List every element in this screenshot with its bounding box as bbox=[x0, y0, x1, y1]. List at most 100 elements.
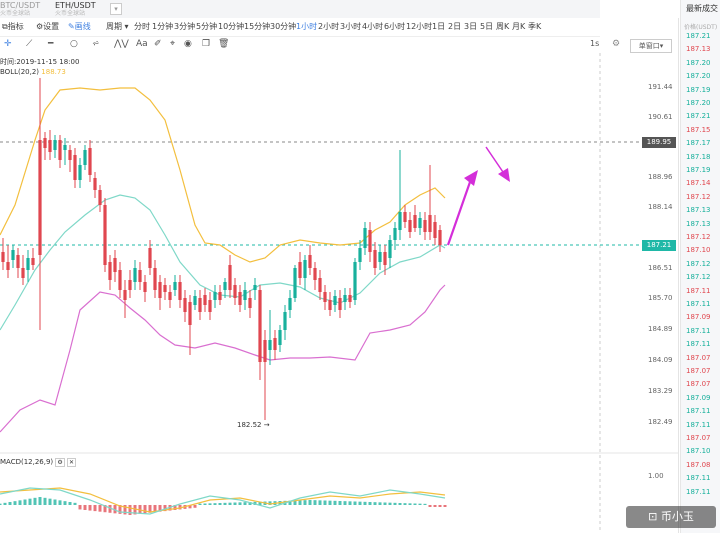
crosshair-price-tag: 189.95 bbox=[642, 137, 676, 148]
boll-upper-band bbox=[0, 87, 446, 263]
candle-body bbox=[323, 292, 327, 302]
macd-bar bbox=[288, 500, 292, 505]
trade-price: 187.13 bbox=[686, 219, 711, 228]
period-option[interactable]: 3分钟 bbox=[174, 22, 196, 31]
latest-trades-title: 最新成交 bbox=[686, 4, 718, 13]
candle-body bbox=[308, 255, 312, 268]
trade-price: 187.09 bbox=[686, 393, 711, 402]
brush-tool-icon[interactable]: ✐ bbox=[154, 39, 162, 49]
period-option[interactable]: 12小时 bbox=[406, 22, 433, 31]
period-option[interactable]: 5分钟 bbox=[196, 22, 218, 31]
macd-bar bbox=[58, 500, 62, 505]
candle-body bbox=[413, 215, 417, 228]
period-option[interactable]: 月K bbox=[512, 22, 526, 31]
candlestick-chart[interactable] bbox=[0, 53, 678, 533]
candle-body bbox=[118, 270, 122, 290]
period-option[interactable]: 2小时 bbox=[318, 22, 340, 31]
pattern-tool-icon[interactable]: ⋀⋁ bbox=[114, 39, 129, 49]
macd-bar bbox=[13, 501, 17, 505]
macd-bar bbox=[363, 501, 367, 505]
line-tool-icon[interactable]: ⟋ bbox=[26, 39, 33, 49]
period-option[interactable]: 3日 bbox=[464, 22, 478, 31]
period-option[interactable]: 6小时 bbox=[384, 22, 406, 31]
macd-bar bbox=[48, 498, 52, 505]
trash-icon[interactable]: 🗑 bbox=[218, 39, 230, 49]
trade-price: 187.15 bbox=[686, 125, 711, 134]
candle-body bbox=[133, 268, 137, 282]
macd-bar bbox=[148, 505, 152, 513]
text-tool-icon[interactable]: Aa bbox=[136, 39, 148, 49]
period-option[interactable]: 30分钟 bbox=[270, 22, 297, 31]
period-option[interactable]: 1小时 bbox=[296, 22, 318, 31]
macd-bar bbox=[388, 502, 392, 505]
period-selector[interactable]: 周期 ▾ bbox=[106, 21, 129, 33]
candle-body bbox=[123, 290, 127, 300]
macd-bar bbox=[33, 497, 37, 505]
macd-bar bbox=[313, 500, 317, 505]
period-option[interactable]: 季K bbox=[528, 22, 542, 31]
period-option[interactable]: 15分钟 bbox=[244, 22, 271, 31]
period-option[interactable]: 周K bbox=[496, 22, 510, 31]
settings-label: 设置 bbox=[43, 22, 60, 31]
horizontal-line-tool-icon[interactable]: ━ bbox=[48, 39, 54, 49]
macd-bar bbox=[443, 505, 447, 507]
period-option[interactable]: 分时 bbox=[134, 22, 150, 31]
period-option[interactable]: 1日 bbox=[432, 22, 446, 31]
period-option[interactable]: 10分钟 bbox=[218, 22, 245, 31]
candle-body bbox=[173, 282, 177, 290]
macd-bar bbox=[318, 500, 322, 505]
candle-body bbox=[73, 155, 77, 180]
candle-body bbox=[348, 295, 352, 302]
draw-lines-button[interactable]: ✎画线 bbox=[68, 21, 91, 33]
candle-body bbox=[303, 260, 307, 278]
trade-price: 187.21 bbox=[686, 32, 711, 40]
macd-bar bbox=[178, 505, 182, 510]
macd-bar bbox=[338, 501, 342, 505]
tab-pair-label: BTC/USDT bbox=[0, 1, 41, 10]
circle-tool-icon[interactable]: ○ bbox=[70, 39, 78, 49]
period-option[interactable]: 1分钟 bbox=[152, 22, 174, 31]
candle-body bbox=[278, 330, 282, 345]
macd-bar bbox=[418, 503, 422, 505]
macd-bar bbox=[143, 505, 147, 514]
tab-btc-usdt[interactable]: BTC/USDT 火币全球站 bbox=[0, 1, 50, 17]
period-option[interactable]: 2日 bbox=[448, 22, 462, 31]
indicator-button[interactable]: ⧉指标 bbox=[2, 21, 24, 33]
macd-bar bbox=[53, 499, 57, 505]
trade-price: 187.11 bbox=[686, 340, 711, 349]
candle-body bbox=[228, 265, 232, 290]
eye-tool-icon[interactable]: ◉ bbox=[184, 39, 192, 49]
magnet-tool-icon[interactable]: ⌖ bbox=[170, 39, 176, 49]
gear-icon[interactable]: ⚙ bbox=[612, 39, 621, 49]
interval-short[interactable]: 1s bbox=[590, 39, 600, 48]
candle-body bbox=[213, 292, 217, 300]
pencil-icon: ✎ bbox=[68, 22, 75, 31]
macd-axis-tick: 1.00 bbox=[648, 472, 664, 480]
candle-body bbox=[68, 150, 72, 160]
tab-eth-usdt[interactable]: ETH/USDT 火币全球站 bbox=[55, 1, 107, 17]
period-option[interactable]: 3小时 bbox=[340, 22, 362, 31]
macd-bar bbox=[368, 502, 372, 505]
period-option[interactable]: 4小时 bbox=[362, 22, 384, 31]
window-mode-label: 单窗口 bbox=[638, 42, 660, 50]
trade-price: 187.21 bbox=[686, 112, 711, 121]
candle-body bbox=[288, 298, 292, 310]
dropdown-chevron-icon[interactable]: ▾ bbox=[110, 3, 122, 15]
close-icon[interactable]: ✕ bbox=[67, 458, 77, 467]
candle-body bbox=[1, 252, 5, 262]
trade-price: 187.13 bbox=[686, 45, 711, 54]
period-option[interactable]: 5日 bbox=[480, 22, 494, 31]
macd-bar bbox=[188, 505, 192, 509]
window-mode-select[interactable]: 单窗口▾ bbox=[630, 39, 672, 53]
macd-bar bbox=[303, 500, 307, 505]
crosshair-tool-icon[interactable]: ✛ bbox=[4, 39, 12, 49]
settings-icon[interactable]: ⚙ bbox=[55, 458, 65, 467]
pair-tab-bar: BTC/USDT 火币全球站 ETH/USDT 火币全球站 ▾ bbox=[0, 0, 600, 19]
macd-bar bbox=[393, 502, 397, 505]
macd-bar bbox=[68, 502, 72, 505]
fib-tool-icon[interactable]: ⩫ bbox=[92, 39, 100, 49]
copy-tool-icon[interactable]: ❐ bbox=[202, 39, 211, 49]
candle-body bbox=[163, 285, 167, 292]
candle-body bbox=[268, 340, 272, 350]
settings-button[interactable]: ⚙设置 bbox=[36, 21, 59, 33]
